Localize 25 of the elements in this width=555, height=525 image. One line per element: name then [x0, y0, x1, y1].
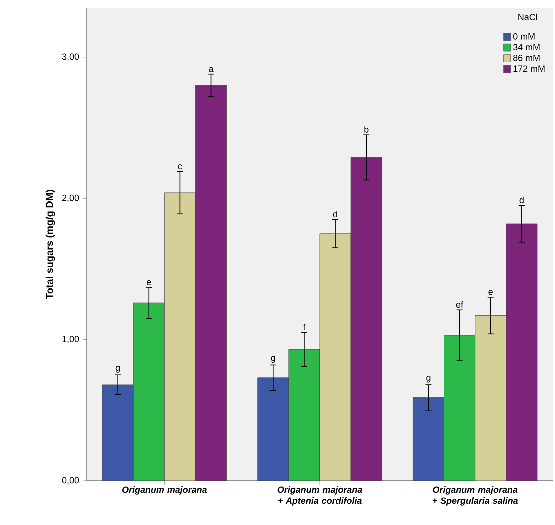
- legend-label: 86 mM: [513, 54, 540, 62]
- data-label: e: [147, 280, 152, 286]
- y-tick-label: 1,00: [62, 336, 80, 344]
- data-label: d: [520, 196, 524, 204]
- y-tick-label: 3,00: [62, 54, 80, 62]
- data-label: d: [333, 211, 338, 218]
- data-label: b: [364, 126, 369, 133]
- x-tick-label: Origanum majorana + Spergularia salina: [432, 486, 518, 506]
- x-tick-label: Origanum majorana: [122, 486, 207, 495]
- x-tick-label: Origanum majorana + Aptenia cordifolia: [278, 486, 362, 506]
- legend-title: NaCl: [518, 14, 538, 20]
- legend-label: 0 mM: [513, 33, 535, 40]
- data-label: ef: [456, 301, 464, 308]
- data-label: e: [488, 290, 493, 296]
- legend-label: 172 mM: [514, 66, 545, 72]
- legend-label: 34 mM: [513, 44, 540, 51]
- data-label: c: [178, 164, 182, 170]
- data-label: g: [116, 366, 120, 373]
- data-label: g: [271, 356, 276, 364]
- data-label: a: [209, 67, 214, 72]
- data-label: g: [426, 376, 431, 383]
- data-label: f: [303, 324, 306, 331]
- y-tick-label: 0,00: [62, 477, 80, 485]
- y-axis-title: Total sugars (mg/g DM): [46, 190, 56, 300]
- y-tick-label: 2,00: [62, 194, 80, 202]
